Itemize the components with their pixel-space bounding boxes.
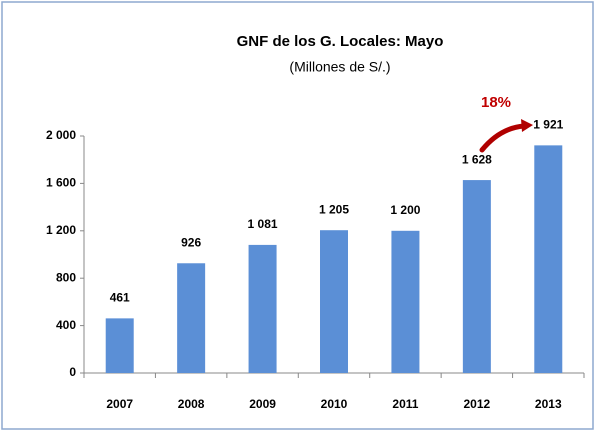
y-tick-label: 0	[69, 365, 76, 379]
bar	[177, 263, 206, 373]
annotation: 18%	[481, 94, 511, 111]
annotation-arrow	[479, 123, 527, 153]
chart-subtitle: (Millones de S/.)	[289, 59, 390, 75]
y-tick-label: 2 000	[46, 128, 76, 142]
y-tick-label: 800	[56, 270, 76, 284]
data-label: 1 081	[248, 217, 278, 231]
annotation-arrowhead	[521, 119, 533, 132]
bar	[320, 230, 348, 373]
y-tick-label: 400	[56, 318, 76, 332]
data-label: 1 205	[319, 202, 349, 216]
x-tick-label: 2010	[321, 397, 348, 411]
bar	[391, 230, 420, 373]
data-label: 1 200	[390, 203, 420, 217]
data-label: 461	[110, 291, 130, 305]
x-tick-label: 2008	[178, 397, 205, 411]
data-label: 926	[181, 235, 201, 249]
x-tick-label: 2007	[106, 397, 133, 411]
y-tick-label: 1 200	[46, 223, 76, 237]
x-tick-label: 2011	[392, 397, 418, 411]
bar	[534, 145, 563, 373]
x-tick-label: 2009	[249, 397, 276, 411]
x-tick-label: 2013	[535, 397, 562, 411]
data-label: 1 628	[462, 152, 492, 166]
bar	[248, 244, 277, 373]
data-label: 1 921	[533, 118, 563, 132]
chart-title: GNF de los G. Locales: Mayo	[237, 33, 444, 50]
x-tick-label: 2012	[464, 397, 491, 411]
y-tick-label: 1 600	[46, 176, 76, 190]
bar	[105, 318, 134, 373]
bar	[462, 180, 491, 373]
